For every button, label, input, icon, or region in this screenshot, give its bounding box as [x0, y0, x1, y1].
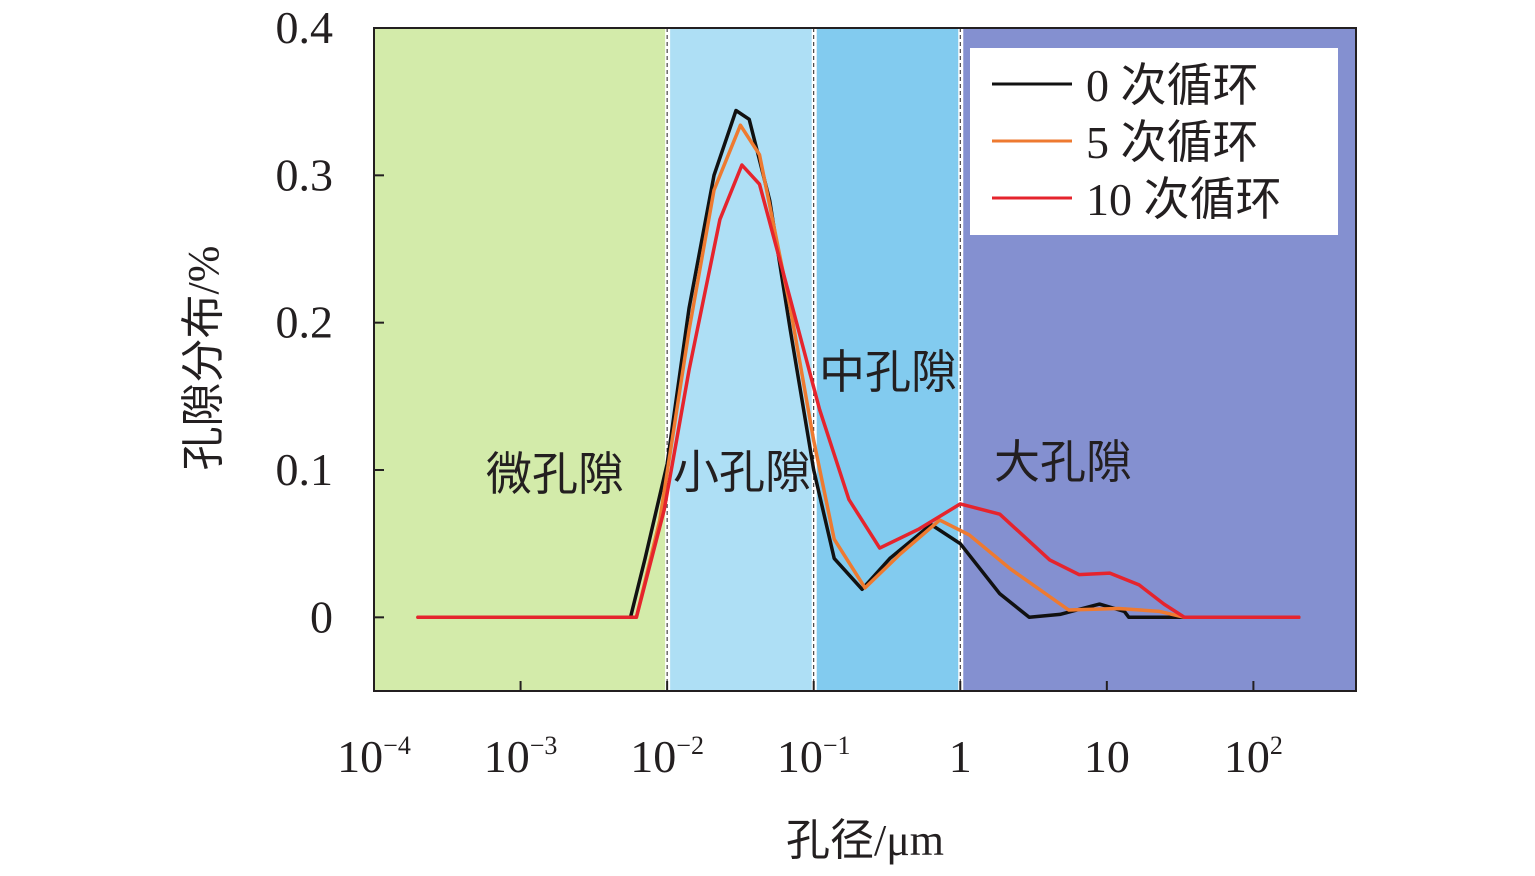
region-1 [374, 28, 668, 691]
x-tick-base: 10 [484, 731, 530, 782]
series-line-2 [416, 123, 1301, 620]
x-tick-label: 10−2 [630, 731, 704, 782]
x-tick-exponent: −3 [530, 731, 558, 760]
region-label: 中孔隙 [819, 347, 957, 398]
y-tick-label: 0.3 [276, 149, 334, 200]
x-tick-label: 10−3 [484, 731, 558, 782]
plot-frame [373, 27, 1357, 692]
x-tick-exponent: 2 [1270, 731, 1283, 760]
x-tick-base: 10 [630, 731, 676, 782]
y-axis-label: 孔隙分布/% [179, 246, 228, 471]
x-tick-label: 10−4 [337, 731, 411, 782]
y-tick-label: 0.4 [276, 2, 334, 53]
legend-label: 0 次循环 [1086, 60, 1259, 111]
series-line-3 [416, 163, 1301, 620]
x-tick-base: 1 [949, 731, 972, 782]
region-label: 小孔隙 [673, 447, 811, 498]
region-boundaries [665, 28, 964, 691]
legend-label: 5 次循环 [1086, 117, 1259, 168]
x-tick-exponent: −4 [383, 731, 411, 760]
x-tick-label: 10 [1084, 731, 1130, 782]
legend: 0 次循环 5 次循环 10 次循环 [970, 48, 1338, 235]
x-tick-exponent: −1 [823, 731, 851, 760]
x-tick-label: 102 [1224, 731, 1283, 782]
y-tick-label: 0 [310, 591, 333, 642]
x-tick-exponent: −2 [676, 731, 704, 760]
region-label: 大孔隙 [994, 437, 1132, 488]
series-lines [416, 108, 1301, 620]
x-tick-base: 10 [777, 731, 823, 782]
legend-label: 10 次循环 [1086, 174, 1282, 225]
x-axis-label: 孔径/μm [786, 816, 944, 865]
x-tick-label: 1 [949, 731, 972, 782]
y-tick-label: 0.1 [276, 444, 334, 495]
x-tick-base: 10 [1224, 731, 1270, 782]
region-3 [813, 28, 961, 691]
x-tick-label: 10−1 [777, 731, 851, 782]
region-label: 微孔隙 [486, 449, 624, 500]
x-tick-base: 10 [1084, 731, 1130, 782]
x-tick-base: 10 [337, 731, 383, 782]
y-tick-label: 0.2 [276, 297, 334, 348]
